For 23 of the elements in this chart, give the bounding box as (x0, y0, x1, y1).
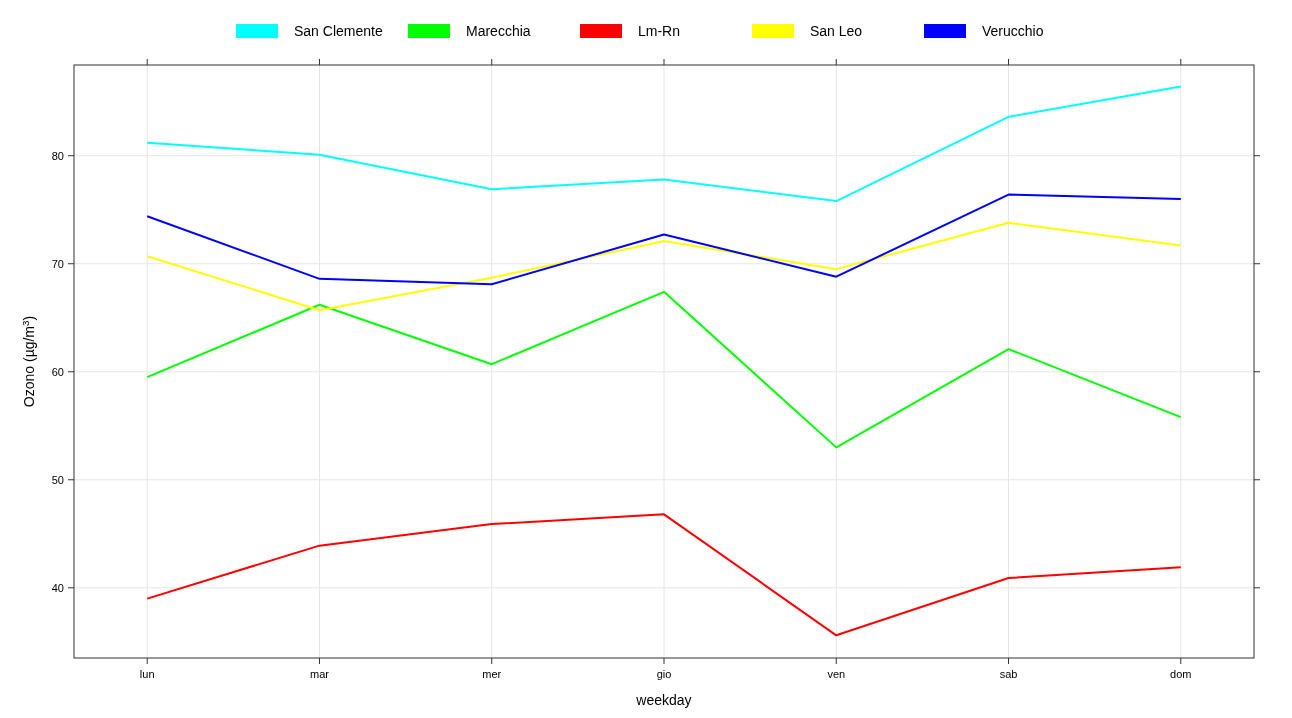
x-tick-label: lun (139, 668, 155, 680)
line-series (146, 290, 1182, 449)
x-axis-title: weekday (635, 692, 692, 708)
line-series (146, 85, 1182, 203)
legend-label: Marecchia (466, 22, 531, 39)
x-tick-label: mer (482, 668, 502, 680)
x-tick-label: dom (1170, 668, 1192, 680)
x-tick-label: ven (827, 668, 846, 680)
line-series (146, 193, 1182, 286)
line-series (146, 221, 1182, 312)
y-tick-label: 60 (51, 365, 64, 378)
x-tick-label: gio (656, 668, 672, 680)
y-tick-label: 70 (51, 257, 64, 270)
y-tick-label: 50 (51, 473, 64, 486)
legend-label: Verucchio (982, 22, 1044, 39)
legend-label: San Leo (810, 22, 863, 39)
line-series (146, 513, 1182, 637)
y-tick-label: 40 (51, 581, 64, 594)
legend-label: Lm-Rn (638, 22, 681, 39)
x-tick-label: sab (999, 668, 1018, 680)
x-tick-label: mar (310, 668, 330, 680)
legend-label: San Clemente (294, 22, 383, 39)
y-tick-label: 80 (51, 149, 64, 162)
